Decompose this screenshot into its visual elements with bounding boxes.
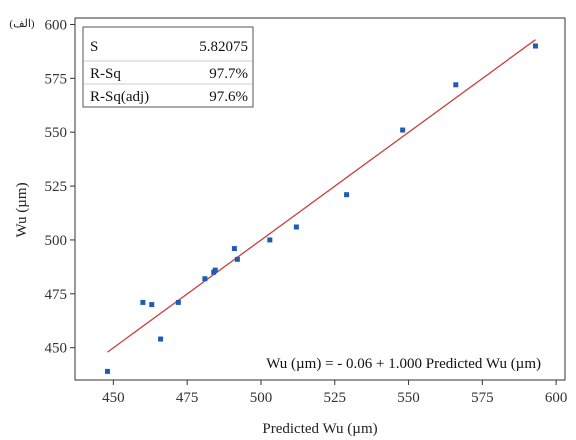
- data-point: [267, 237, 273, 243]
- data-point: [175, 299, 181, 305]
- stats-value-s: 5.82075: [199, 39, 248, 55]
- data-point: [293, 224, 299, 230]
- data-point: [231, 246, 237, 252]
- x-tick-label: 525: [324, 390, 347, 406]
- x-tick-label: 475: [176, 390, 199, 406]
- x-axis-ticks: 450 475 500 525 550 575 600: [102, 380, 567, 406]
- data-point: [344, 192, 350, 198]
- x-axis-title: Predicted Wu (µm): [262, 421, 377, 437]
- x-tick-label: 450: [102, 390, 125, 406]
- y-tick-label: 525: [45, 179, 68, 195]
- y-tick-label: 600: [45, 17, 68, 33]
- y-tick-label: 500: [45, 233, 68, 249]
- stats-value-rsq: 97.7%: [209, 66, 248, 82]
- y-tick-label: 450: [45, 341, 68, 357]
- data-point: [212, 267, 218, 273]
- y-tick-label: 550: [45, 125, 68, 141]
- data-points: [104, 43, 538, 374]
- data-point: [532, 43, 538, 49]
- panel-label: (الف): [9, 18, 34, 30]
- regression-equation: Wu (µm) = - 0.06 + 1.000 Predicted Wu (µ…: [266, 356, 541, 372]
- data-point: [158, 336, 164, 342]
- data-point: [400, 127, 406, 133]
- x-tick-label: 600: [545, 390, 568, 406]
- plot-frame: [74, 17, 566, 381]
- stats-box: S 5.82075 R-Sq 97.7% R-Sq(adj) 97.6%: [82, 26, 254, 108]
- x-tick-label: 500: [250, 390, 273, 406]
- y-tick-label: 575: [45, 71, 68, 87]
- data-point: [140, 299, 146, 305]
- data-point: [453, 82, 459, 88]
- y-axis-title: Wu (µm): [14, 182, 30, 237]
- x-tick-label: 575: [471, 390, 494, 406]
- data-point: [234, 256, 240, 262]
- y-axis-ticks: 450 475 500 525 550 575 600: [45, 17, 75, 357]
- stats-label-s: S: [90, 39, 98, 55]
- stats-label-rsq: R-Sq: [90, 66, 121, 82]
- data-point: [149, 302, 155, 308]
- data-point: [202, 276, 208, 282]
- stats-value-rsq-adj: 97.6%: [209, 89, 248, 105]
- data-point: [104, 368, 110, 374]
- stats-box-frame: [82, 26, 254, 108]
- x-tick-label: 550: [397, 390, 420, 406]
- y-tick-label: 475: [45, 287, 68, 303]
- stats-label-rsq-adj: R-Sq(adj): [90, 89, 149, 105]
